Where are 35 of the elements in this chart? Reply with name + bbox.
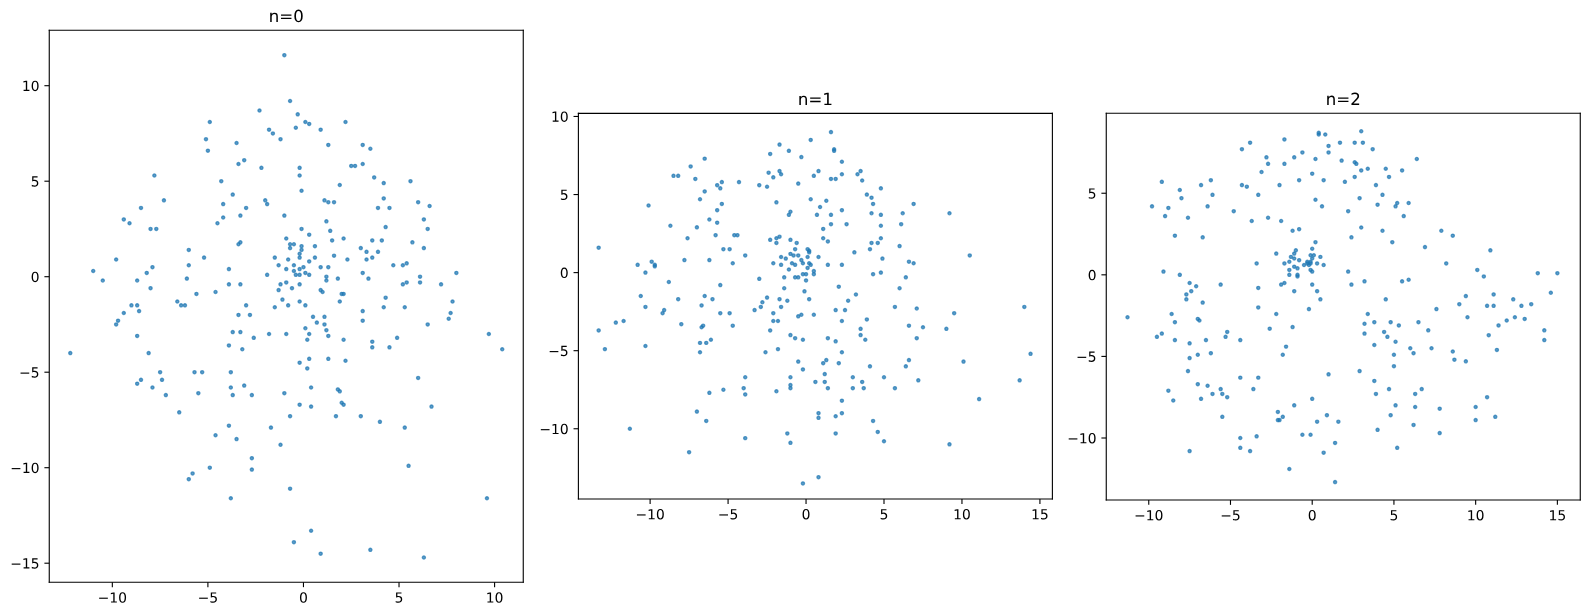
y-tick-label: −15 — [11, 558, 39, 569]
x-tick-label: 0 — [1308, 509, 1316, 521]
x-tick-label: 5 — [880, 509, 888, 520]
y-tick-label: −10 — [11, 462, 39, 474]
x-tick-label: 10 — [487, 592, 503, 603]
y-tick-label: −10 — [540, 423, 568, 435]
x-tick-label: 0 — [299, 592, 307, 603]
y-tick-label: −5 — [20, 367, 39, 378]
x-tick-label: −5 — [719, 509, 738, 520]
y-tick-label: 5 — [1088, 188, 1096, 199]
x-tick-label: 15 — [1550, 510, 1565, 521]
y-tick-label: 5 — [560, 189, 568, 201]
y-tick-label: −10 — [1068, 432, 1096, 444]
y-tick-label: −5 — [1077, 351, 1096, 362]
x-tick-label: −5 — [199, 592, 217, 603]
y-tick-label: 0 — [1088, 269, 1096, 281]
chart-title: n=1 — [799, 92, 832, 106]
y-tick-label: −5 — [549, 345, 568, 357]
x-tick-label: −10 — [99, 592, 127, 603]
chart-title: n=2 — [1327, 92, 1360, 105]
y-tick-label: 10 — [552, 111, 568, 122]
x-tick-label: −10 — [636, 508, 664, 520]
x-tick-label: −10 — [1135, 509, 1163, 521]
x-tick-label: 0 — [802, 508, 810, 520]
y-tick-label: 5 — [31, 176, 39, 187]
x-tick-label: 15 — [1032, 509, 1048, 520]
y-tick-label: 0 — [31, 271, 39, 283]
x-tick-label: −5 — [1221, 510, 1240, 521]
y-tick-label: 10 — [23, 80, 39, 92]
x-tick-label: 10 — [954, 508, 970, 520]
y-tick-label: 0 — [560, 267, 568, 279]
x-tick-label: 5 — [1390, 510, 1398, 521]
x-tick-label: 10 — [1468, 509, 1484, 521]
x-tick-label: 5 — [395, 592, 403, 603]
chart-title: n=0 — [270, 9, 303, 23]
